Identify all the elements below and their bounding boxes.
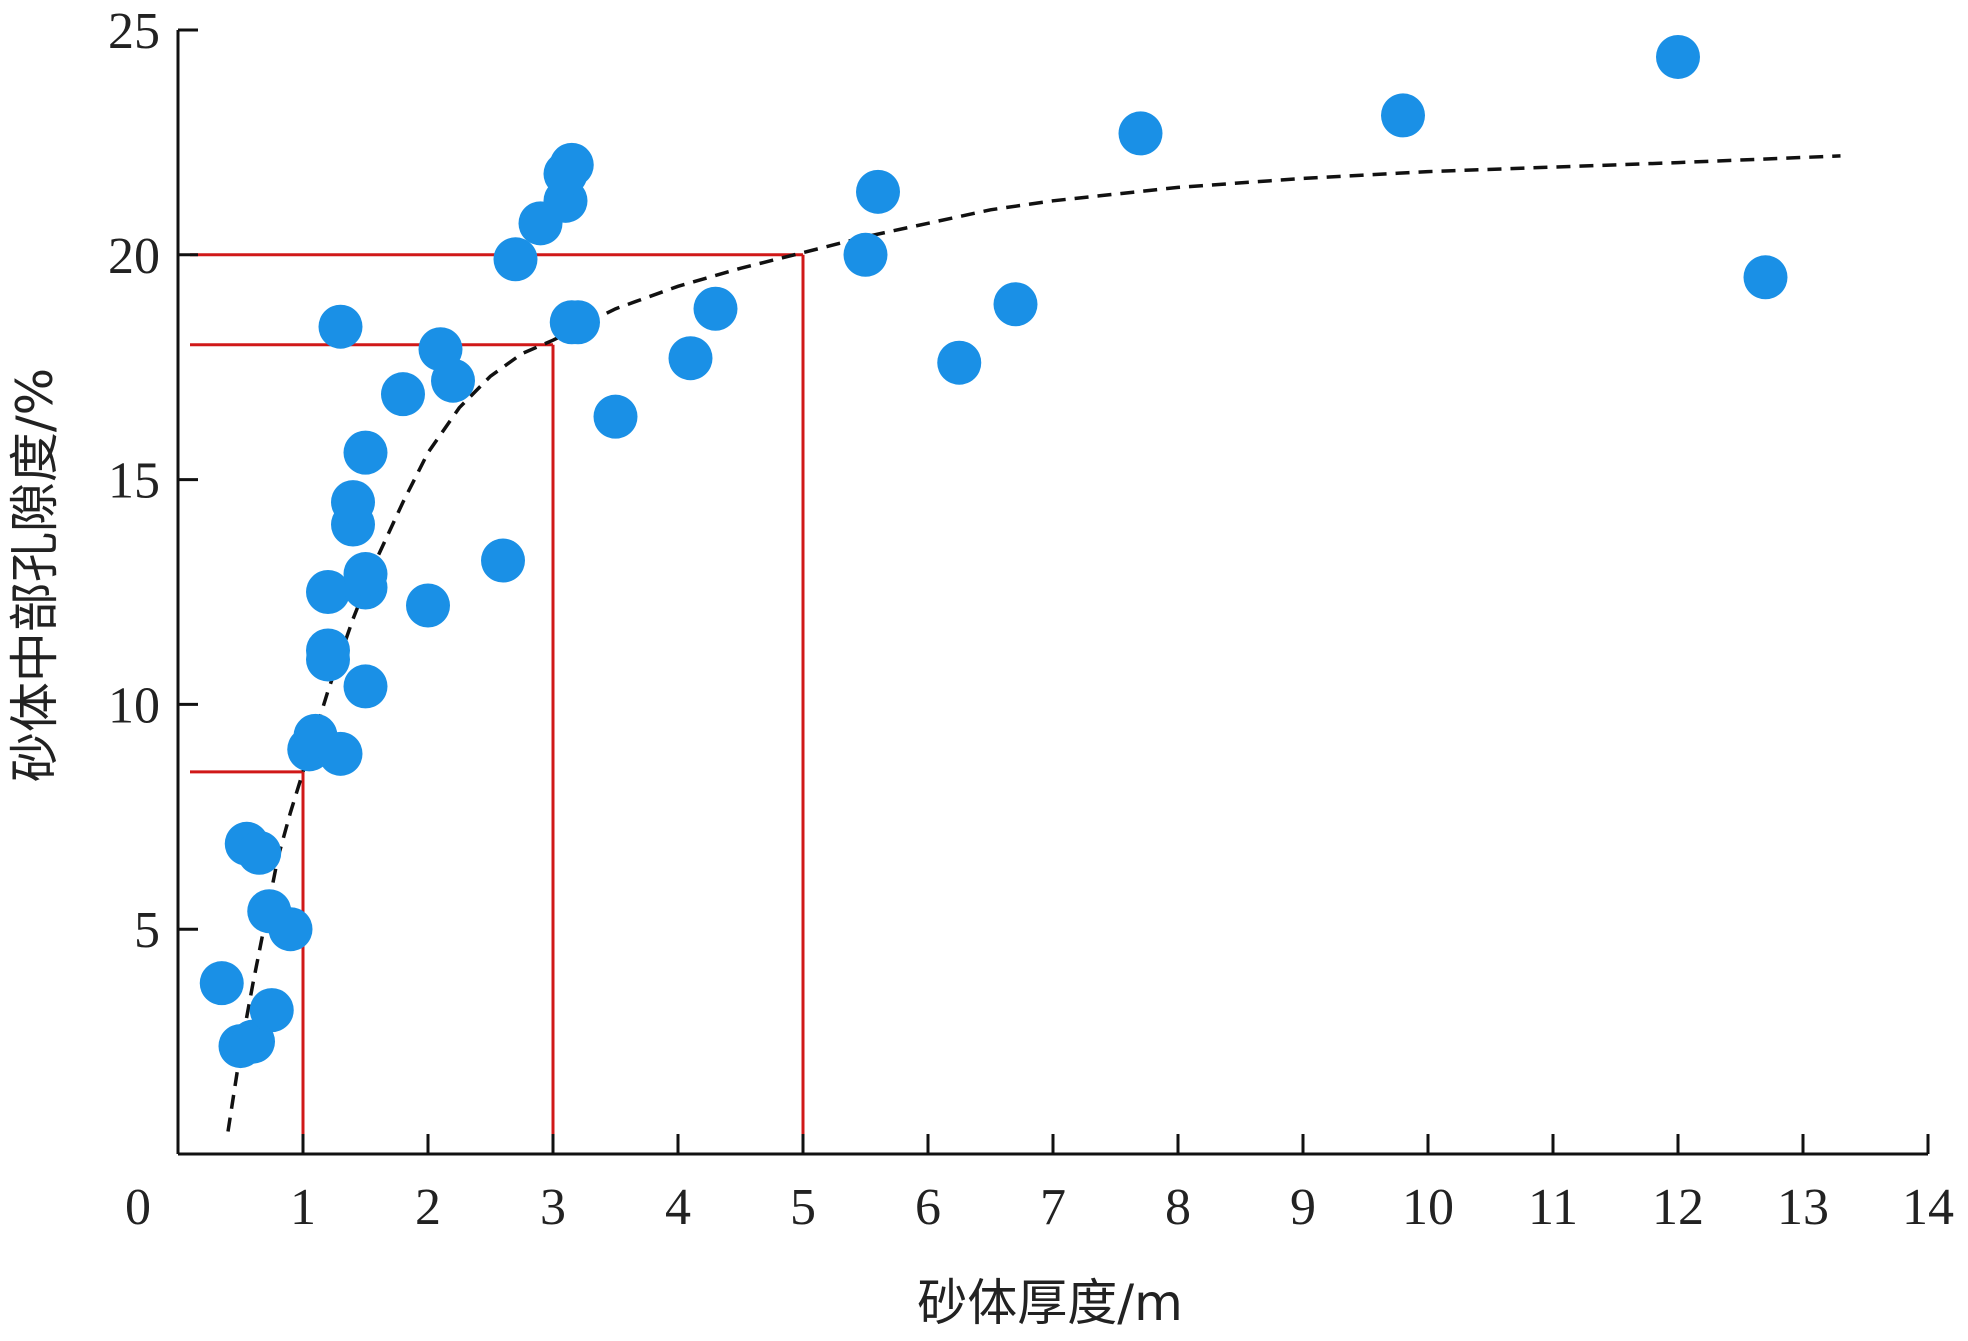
x-tick-label: 0 <box>125 1179 151 1236</box>
x-tick-label: 4 <box>665 1179 691 1236</box>
data-point <box>1118 111 1163 156</box>
data-point <box>406 583 450 628</box>
data-point <box>268 907 313 952</box>
x-tick-label: 2 <box>415 1179 441 1236</box>
trend-curve <box>226 154 1841 1132</box>
data-point <box>431 358 475 403</box>
data-point <box>331 480 375 525</box>
data-point <box>318 304 363 349</box>
y-tick-label: 10 <box>108 677 160 734</box>
data-point <box>556 300 600 345</box>
x-tick-label: 3 <box>540 1179 566 1236</box>
x-tick-label: 10 <box>1402 1179 1454 1236</box>
x-tick-label: 8 <box>1165 1179 1191 1236</box>
data-point <box>493 237 538 282</box>
data-point <box>593 394 638 439</box>
data-point <box>937 340 982 385</box>
x-tick-label: 13 <box>1777 1179 1829 1236</box>
data-point <box>1381 93 1425 138</box>
data-points <box>199 34 1788 1069</box>
data-point <box>1656 34 1700 79</box>
data-point <box>237 830 282 875</box>
data-point <box>306 628 350 673</box>
x-tick-label: 12 <box>1652 1179 1704 1236</box>
data-point <box>343 552 388 597</box>
data-point <box>1743 255 1788 300</box>
x-tick-label: 11 <box>1528 1179 1578 1236</box>
x-tick-label: 14 <box>1902 1179 1954 1236</box>
x-tick-label: 7 <box>1040 1179 1066 1236</box>
trend-curve-layer <box>226 154 1841 1132</box>
data-point <box>993 282 1038 327</box>
data-point <box>693 286 738 331</box>
y-tick-label: 25 <box>108 3 160 60</box>
data-point <box>343 664 388 709</box>
x-tick-label: 1 <box>290 1179 316 1236</box>
y-tick-label: 15 <box>108 453 160 510</box>
y-tick-label: 5 <box>134 902 160 959</box>
data-point <box>318 731 363 776</box>
x-tick-label: 9 <box>1290 1179 1316 1236</box>
axes <box>176 28 1930 1156</box>
data-point <box>856 169 900 214</box>
data-point <box>381 372 425 417</box>
y-tick-label: 20 <box>108 228 160 285</box>
data-point <box>668 336 713 381</box>
data-point <box>249 988 294 1033</box>
data-point <box>343 430 388 475</box>
data-point <box>306 570 350 614</box>
data-point <box>199 961 244 1006</box>
data-point <box>549 142 594 187</box>
x-tick-label: 5 <box>790 1179 816 1236</box>
x-tick-label: 6 <box>915 1179 941 1236</box>
data-point <box>481 538 525 583</box>
y-axis-title: 砂体中部孔隙度/% <box>6 368 64 782</box>
data-point <box>843 232 888 277</box>
x-axis-title: 砂体厚度/m <box>917 1274 1183 1332</box>
